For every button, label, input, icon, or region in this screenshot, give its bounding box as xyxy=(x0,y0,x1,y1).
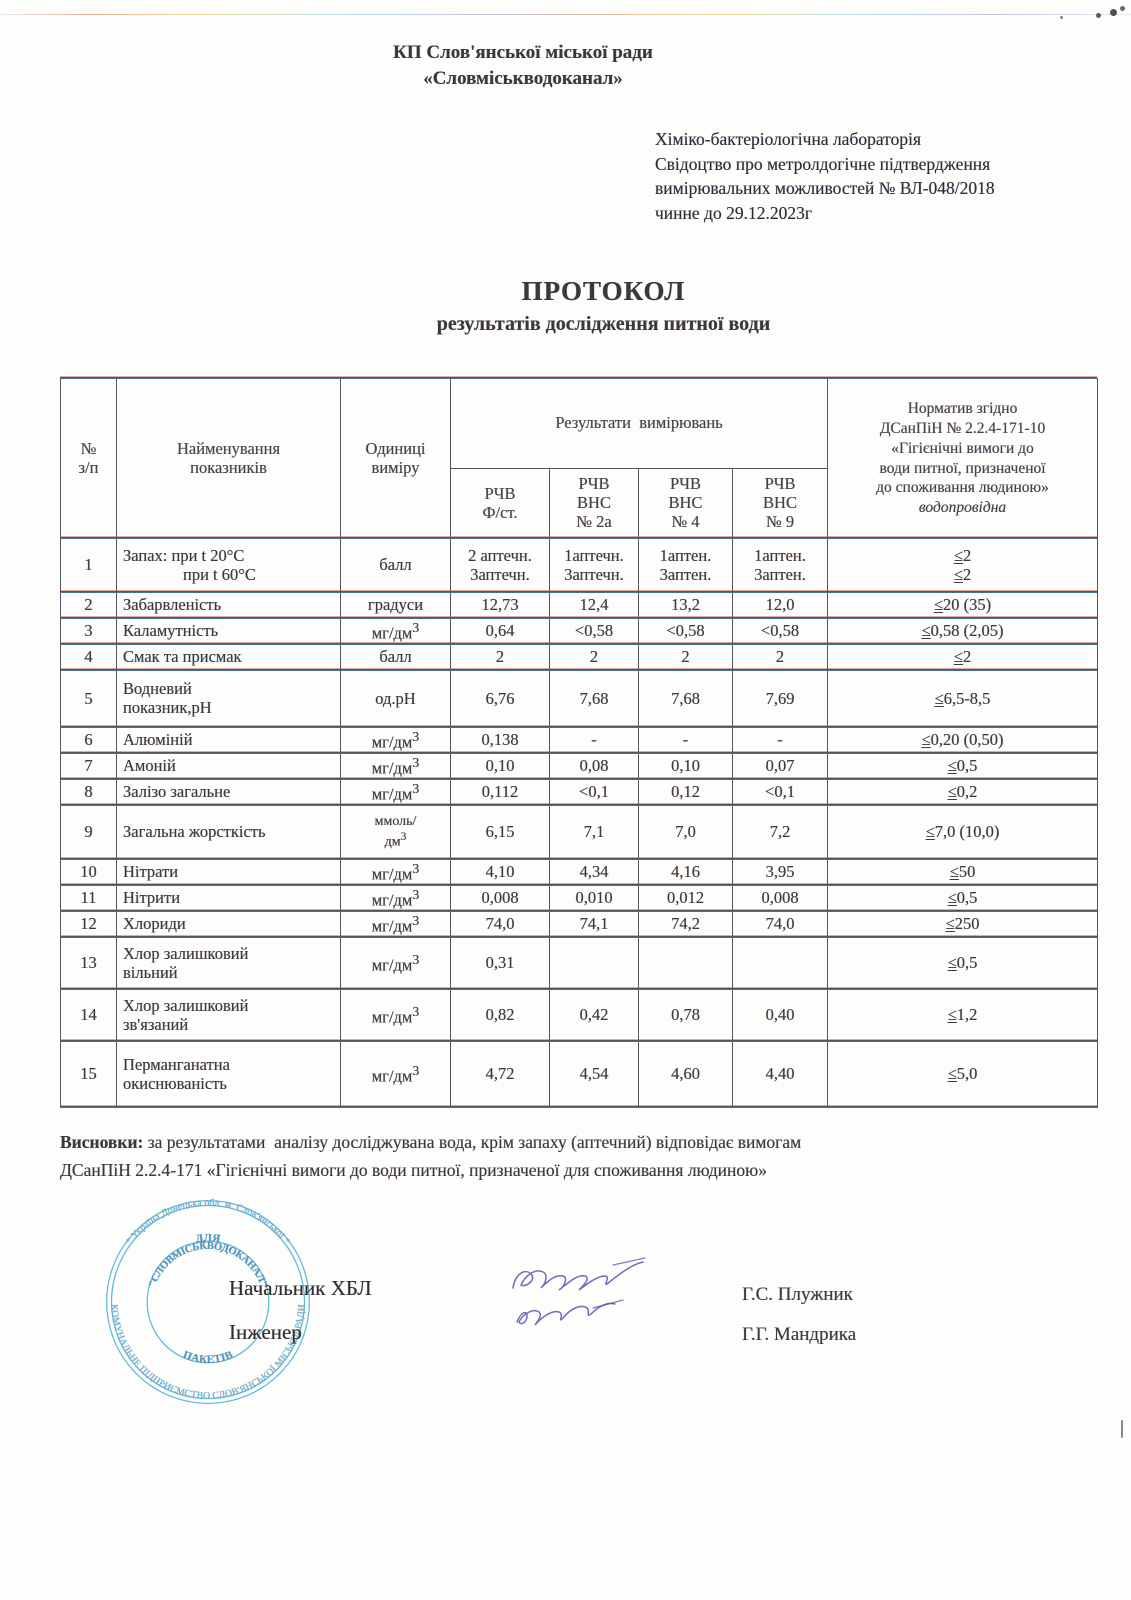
svg-text:КОМУНАЛЬНЕ ПІДПРИЄМСТВО СЛОВ'Я: КОМУНАЛЬНЕ ПІДПРИЄМСТВО СЛОВ'ЯНСЬКОЇ МІС… xyxy=(108,1304,307,1402)
svg-text:ПАКЕТІВ: ПАКЕТІВ xyxy=(181,1349,235,1366)
